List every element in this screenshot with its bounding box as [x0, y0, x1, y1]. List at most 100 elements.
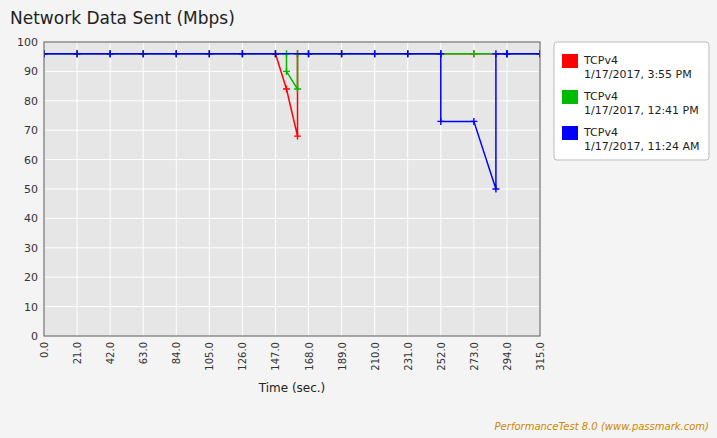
- plot-frame: [44, 42, 540, 336]
- point-marker: [503, 50, 510, 57]
- x-tick-label: 105.0: [204, 342, 215, 371]
- point-marker: [371, 50, 378, 57]
- y-tick-label: 70: [24, 124, 38, 137]
- point-marker: [437, 50, 444, 57]
- legend-label-line: TCPv4: [583, 90, 618, 103]
- point-marker: [371, 50, 378, 57]
- point-marker: [305, 50, 312, 57]
- x-tick-label: 21.0: [72, 342, 83, 364]
- point-marker: [239, 50, 246, 57]
- legend-label-line: TCPv4: [583, 54, 618, 67]
- legend-label-line: 1/17/2017, 12:41 PM: [584, 104, 699, 117]
- point-marker: [537, 50, 541, 57]
- point-marker: [305, 50, 312, 57]
- point-marker: [44, 50, 48, 57]
- y-tick-label: 30: [24, 242, 38, 255]
- series-line: [44, 54, 540, 189]
- point-marker: [107, 50, 114, 57]
- point-marker: [492, 50, 499, 57]
- x-tick-label: 315.0: [535, 342, 546, 371]
- point-marker: [173, 50, 180, 57]
- tick-labels: 0.021.042.063.084.0105.0126.0147.0168.01…: [17, 36, 546, 371]
- legend-label-line: TCPv4: [583, 126, 618, 139]
- y-tick-label: 90: [24, 65, 38, 78]
- point-marker: [283, 68, 290, 75]
- point-marker: [437, 118, 444, 125]
- point-marker: [503, 50, 510, 57]
- point-marker: [470, 118, 477, 125]
- point-marker: [44, 50, 48, 57]
- y-grid-line: [44, 71, 540, 72]
- series-line: [44, 54, 540, 89]
- point-marker: [107, 50, 114, 57]
- point-marker: [305, 50, 312, 57]
- point-marker: [437, 50, 444, 57]
- y-tick-label: 80: [24, 95, 38, 108]
- legend-label-line: 1/17/2017, 11:24 AM: [584, 140, 700, 153]
- y-grid-line: [44, 306, 540, 307]
- y-tick-label: 40: [24, 212, 38, 225]
- series-group: [44, 50, 540, 192]
- series-line: [44, 54, 540, 136]
- point-marker: [283, 86, 290, 93]
- point-marker: [206, 50, 213, 57]
- point-marker: [470, 50, 477, 57]
- point-marker: [492, 186, 499, 193]
- grid: [44, 42, 540, 336]
- point-marker: [503, 50, 510, 57]
- point-marker: [239, 50, 246, 57]
- y-grid-line: [44, 218, 540, 219]
- x-tick-label: 42.0: [105, 342, 116, 364]
- legend-swatch: [562, 126, 578, 140]
- x-tick-label: 168.0: [304, 342, 315, 371]
- x-tick-label: 0.0: [39, 342, 50, 358]
- point-marker: [294, 86, 301, 93]
- point-marker: [140, 50, 147, 57]
- legend-swatch: [562, 90, 578, 104]
- y-grid-line: [44, 100, 540, 101]
- y-tick-label: 20: [24, 271, 38, 284]
- x-tick-label: 294.0: [502, 342, 513, 371]
- point-marker: [537, 50, 541, 57]
- annotation: PerformanceTest 8.0 (www.passmark.com): [495, 421, 709, 432]
- x-tick-label: 252.0: [436, 342, 447, 371]
- x-tick-label: 147.0: [270, 342, 281, 371]
- y-tick-label: 100: [17, 36, 38, 49]
- point-marker: [272, 50, 279, 57]
- x-tick-label: 63.0: [138, 342, 149, 364]
- point-marker: [140, 50, 147, 57]
- point-marker: [44, 50, 48, 57]
- plot-background: [44, 42, 540, 336]
- point-marker: [272, 50, 279, 57]
- chart: Network Data Sent (Mbps) 0.0 21.0 42.0 63.0 8…: [0, 0, 717, 438]
- legend-label-line: 1/17/2017, 3:55 PM: [584, 68, 692, 81]
- point-marker: [470, 50, 477, 57]
- point-marker: [173, 50, 180, 57]
- x-tick-label: 231.0: [403, 342, 414, 371]
- point-marker: [206, 50, 213, 57]
- legend-label: TCPv41/17/2017, 3:55 PM: [583, 54, 692, 81]
- point-marker: [272, 50, 279, 57]
- point-marker: [74, 50, 81, 57]
- x-tick-label: 210.0: [370, 342, 381, 371]
- y-grid-line: [44, 130, 540, 131]
- point-marker: [239, 50, 246, 57]
- point-marker: [371, 50, 378, 57]
- y-grid-line: [44, 189, 540, 190]
- x-tick-label: 273.0: [469, 342, 480, 371]
- point-marker: [437, 50, 444, 57]
- legend-box: [554, 42, 709, 160]
- legend-label: TCPv41/17/2017, 12:41 PM: [583, 90, 699, 117]
- point-marker: [173, 50, 180, 57]
- y-grid-line: [44, 277, 540, 278]
- x-tick-label: 84.0: [171, 342, 182, 364]
- y-tick-label: 0: [31, 330, 38, 343]
- y-tick-label: 60: [24, 154, 38, 167]
- point-marker: [338, 50, 345, 57]
- point-marker: [206, 50, 213, 57]
- y-tick-label: 10: [24, 301, 38, 314]
- title: Network Data Sent (Mbps): [10, 8, 235, 28]
- point-marker: [404, 50, 411, 57]
- y-grid-line: [44, 159, 540, 160]
- legend-label: TCPv41/17/2017, 11:24 AM: [583, 126, 700, 153]
